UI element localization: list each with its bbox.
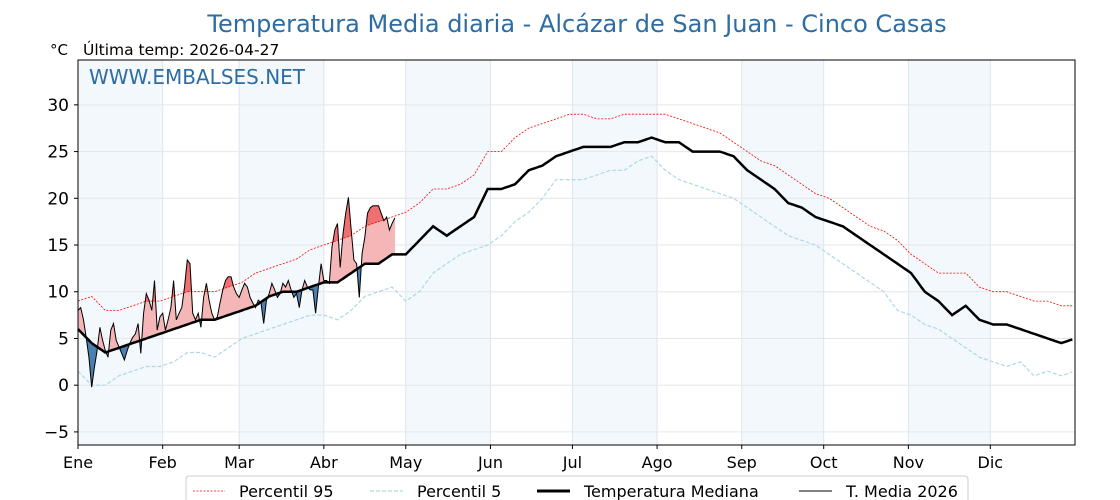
above-p95-fill [228, 276, 232, 288]
plot-frame [77, 59, 1076, 446]
median-line [77, 136, 1073, 354]
last-temp-subtitle: Última temp: 2026-04-27 [83, 40, 279, 59]
month-shade [908, 60, 991, 445]
y-tick-label: 30 [47, 96, 69, 116]
x-tick-label: Abr [310, 453, 338, 472]
month-shade [741, 60, 824, 445]
t2026-line [77, 197, 396, 388]
legend-label-p95: Percentil 95 [239, 482, 334, 500]
gridlines [77, 60, 1075, 445]
series-lines [77, 113, 1073, 388]
y-tick-label: 20 [47, 189, 69, 209]
legend-label-median: Temperatura Mediana [583, 482, 759, 500]
p95-line [77, 113, 1073, 311]
x-tick-label: May [389, 453, 422, 472]
y-tick-label: 15 [47, 236, 69, 256]
legend-label-p5: Percentil 5 [417, 482, 501, 500]
y-axis-unit: °C [50, 41, 68, 59]
x-tick-label: Dic [978, 453, 1004, 472]
month-shade [405, 60, 491, 445]
x-tick-label: Oct [810, 453, 838, 472]
month-shading [78, 60, 991, 445]
above-p95-fill [370, 205, 374, 225]
month-shade [239, 60, 324, 445]
y-tick-label: 25 [47, 143, 69, 163]
month-shade [572, 60, 658, 445]
above-p95-fill [372, 205, 376, 224]
x-tick-label: Sep [727, 453, 757, 472]
x-tick-label: Jun [477, 453, 503, 472]
anomaly-fills [77, 197, 396, 388]
y-tick-label: −5 [44, 423, 69, 443]
y-tick-label: 0 [58, 376, 69, 396]
x-tick-label: Ago [642, 453, 673, 472]
legend: Percentil 95 Percentil 5 Temperatura Med… [185, 475, 969, 500]
watermark: WWW.EMBALSES.NET [89, 65, 306, 89]
p5-line [77, 155, 1073, 386]
x-tick-label: Feb [149, 453, 177, 472]
y-tick-label: 10 [47, 283, 69, 303]
x-tick-label: Nov [893, 453, 924, 472]
above-p95-fill [375, 205, 379, 223]
above-median-fill [383, 216, 387, 261]
axes-ticks: Ene Feb Mar Abr May Jun Jul Ago Sep Oct Nov Dic −5 0 5… [44, 96, 1003, 472]
x-tick-label: Mar [224, 453, 255, 472]
legend-label-2026: T. Media 2026 [845, 482, 958, 500]
x-tick-label: Jul [562, 453, 582, 472]
x-tick-label: Ene [63, 453, 93, 472]
chart-title: Temperatura Media diaria - Alcázar de Sa… [206, 10, 946, 38]
legend-box [185, 475, 969, 500]
y-tick-label: 5 [58, 329, 69, 349]
month-shade [78, 60, 163, 445]
